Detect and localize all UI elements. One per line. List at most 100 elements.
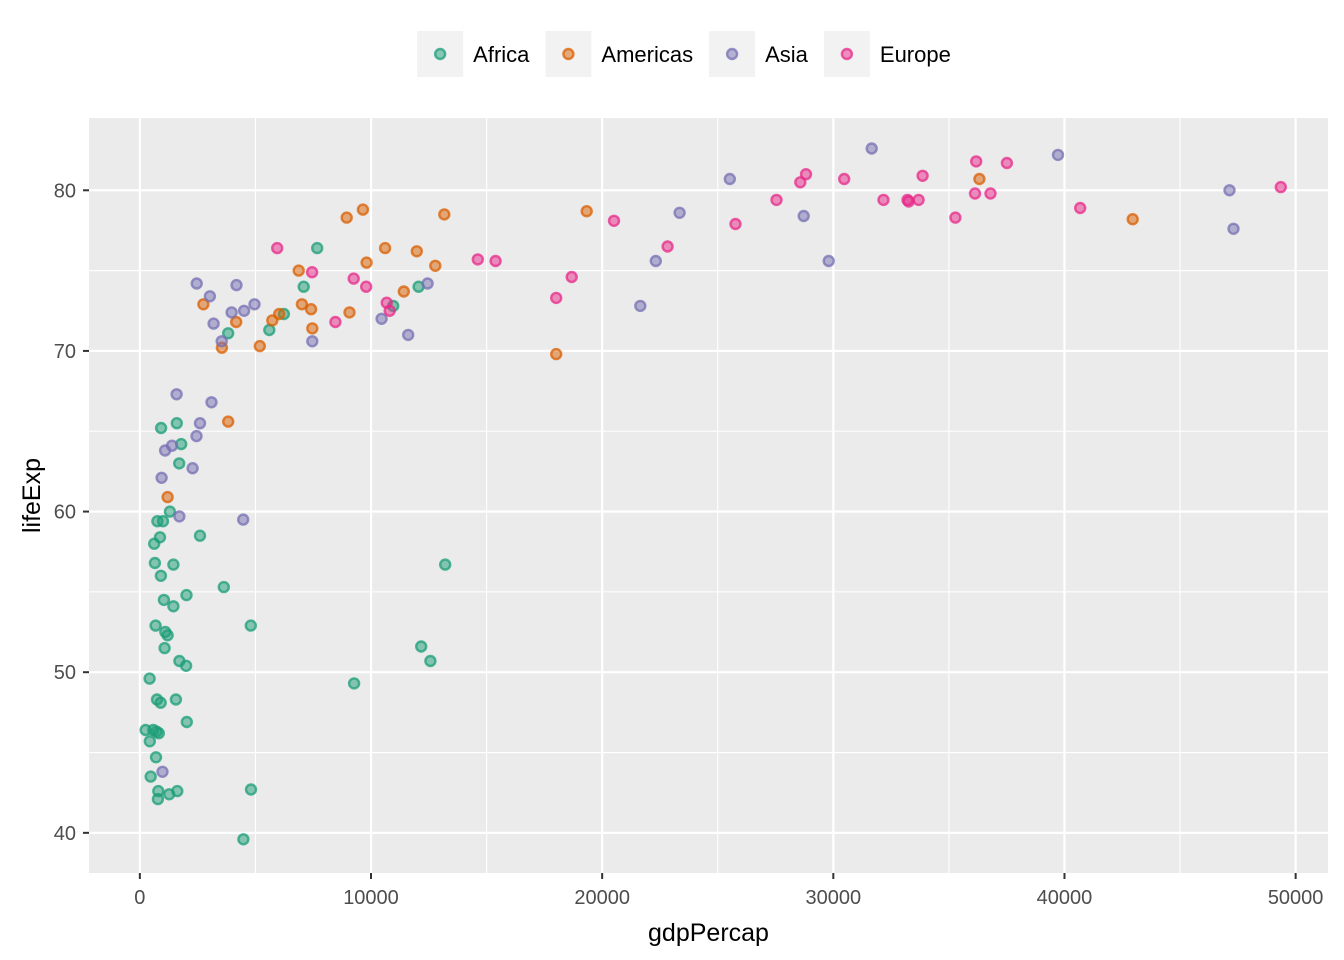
point-americas — [973, 172, 986, 186]
point-americas — [295, 298, 309, 311]
point-asia — [193, 417, 207, 430]
point-asia — [165, 439, 179, 452]
y-tick-label: 80 — [54, 180, 76, 202]
point-africa — [152, 784, 165, 798]
point-africa — [167, 558, 180, 571]
point-asia — [230, 278, 243, 292]
point-americas — [429, 259, 442, 272]
point-asia — [797, 209, 810, 223]
point-africa — [439, 558, 452, 571]
point-americas — [306, 322, 319, 335]
point-americas — [356, 203, 370, 216]
point-africa — [415, 640, 428, 653]
y-tick-label: 40 — [54, 823, 76, 845]
legend: Africa Americas Asia Europe — [417, 31, 951, 77]
point-americas — [1126, 212, 1139, 226]
plot-panel — [89, 118, 1328, 873]
point-asia — [1051, 148, 1065, 162]
point-europe — [305, 266, 319, 279]
point-africa — [244, 783, 258, 796]
point-africa — [154, 696, 167, 709]
x-tick-label: 0 — [134, 887, 145, 909]
point-africa — [153, 531, 167, 544]
point-europe — [794, 176, 807, 189]
point-europe — [1000, 156, 1014, 170]
point-europe — [661, 240, 674, 253]
x-tick-label: 10000 — [343, 887, 399, 909]
point-americas — [221, 415, 235, 428]
point-africa — [172, 457, 186, 470]
point-asia — [203, 290, 217, 303]
point-asia — [248, 298, 261, 311]
point-africa — [424, 654, 437, 668]
point-americas — [340, 211, 353, 224]
x-axis-title: gdpPercap — [648, 919, 769, 947]
point-asia — [421, 277, 434, 290]
point-europe — [565, 270, 578, 284]
y-axis: 40 50 60 70 80 — [54, 180, 89, 845]
point-europe — [984, 187, 997, 200]
point-europe — [329, 315, 342, 329]
point-asia — [225, 306, 238, 319]
point-africa — [143, 735, 157, 748]
point-asia — [156, 765, 169, 778]
legend-label-americas: Americas — [601, 42, 693, 67]
point-asia — [634, 299, 647, 313]
point-asia — [673, 206, 686, 220]
point-europe — [970, 155, 983, 168]
point-americas — [410, 245, 423, 258]
legend-symbol-asia — [725, 47, 739, 61]
point-americas — [197, 298, 210, 311]
point-africa — [193, 529, 207, 542]
point-europe — [877, 193, 890, 207]
point-africa — [167, 600, 180, 613]
point-europe — [912, 193, 925, 207]
point-americas — [438, 208, 451, 221]
point-asia — [822, 254, 835, 268]
point-africa — [144, 770, 157, 783]
point-africa — [154, 421, 168, 435]
point-africa — [179, 659, 193, 672]
point-africa — [163, 505, 177, 518]
point-americas — [253, 339, 266, 353]
point-africa — [149, 619, 162, 632]
grid-lines — [89, 118, 1328, 873]
point-africa — [217, 580, 231, 594]
y-tick-label: 70 — [54, 341, 76, 363]
point-asia — [205, 396, 218, 409]
legend-label-africa: Africa — [473, 42, 530, 67]
legend-label-europe: Europe — [880, 42, 951, 67]
legend-symbol-africa — [433, 47, 447, 61]
x-tick-label: 20000 — [574, 887, 630, 909]
point-africa — [347, 677, 361, 690]
point-africa — [237, 833, 250, 846]
x-tick-label: 50000 — [1268, 887, 1324, 909]
point-europe — [1073, 201, 1087, 215]
point-europe — [968, 187, 982, 200]
point-americas — [292, 264, 305, 277]
point-africa — [149, 751, 163, 764]
point-africa — [297, 280, 310, 293]
point-asia — [1227, 222, 1240, 236]
point-europe — [607, 214, 621, 228]
point-europe — [902, 195, 915, 208]
point-europe — [471, 253, 484, 266]
point-africa — [152, 727, 166, 740]
point-africa — [221, 327, 235, 340]
point-africa — [154, 569, 168, 582]
point-europe — [271, 241, 284, 255]
point-europe — [347, 272, 360, 285]
point-africa — [143, 672, 156, 685]
point-asia — [402, 328, 415, 342]
point-asia — [170, 388, 183, 401]
point-asia — [207, 317, 220, 330]
point-africa — [148, 556, 162, 570]
point-europe — [949, 211, 962, 224]
point-americas — [273, 307, 286, 321]
point-americas — [343, 306, 356, 319]
legend-item-europe: Europe — [823, 31, 951, 77]
point-africa — [180, 588, 193, 602]
point-asia — [375, 312, 388, 325]
y-tick-label: 60 — [54, 502, 76, 524]
point-asia — [237, 304, 251, 317]
